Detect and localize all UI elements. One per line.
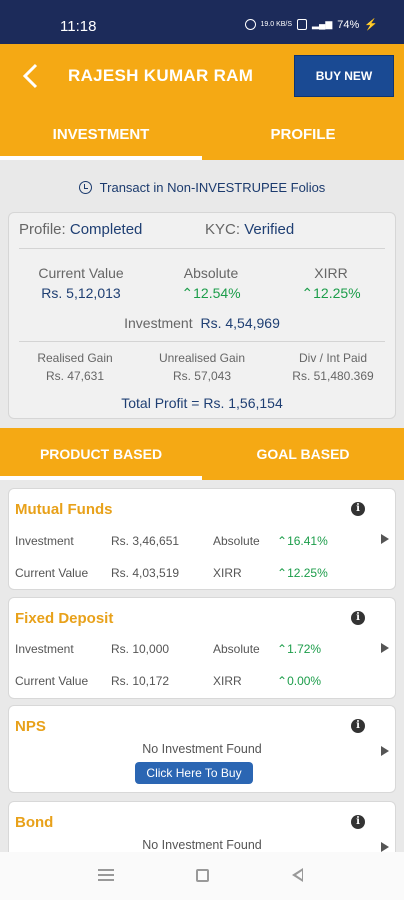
- investment-value: Rs. 3,46,651: [111, 534, 180, 548]
- buy-new-button[interactable]: BUY NEW: [294, 55, 394, 97]
- profile-label: Profile:: [19, 221, 66, 238]
- absolute-metric: Absolute ⌃12.54%: [151, 265, 271, 302]
- up-arrow-icon: ⌃: [277, 674, 288, 688]
- non-investrupee-folios-link[interactable]: Transact in Non-INVESTRUPEE Folios: [0, 180, 404, 195]
- current-value-label: Current Value: [15, 566, 89, 580]
- recent-apps-icon[interactable]: [98, 869, 114, 881]
- chevron-right-icon[interactable]: [381, 534, 389, 544]
- status-time: 11:18: [60, 18, 97, 35]
- charging-icon: ⚡: [364, 19, 378, 31]
- nps-card[interactable]: NPS i No Investment Found Click Here To …: [8, 705, 396, 793]
- realised-gain-value: Rs. 47,631: [45, 369, 105, 383]
- kyc-value: Verified: [244, 221, 295, 238]
- unrealised-gain-value: Rs. 57,043: [172, 369, 232, 383]
- absolute-value-row: ⌃12.54%: [151, 285, 271, 302]
- info-icon[interactable]: i: [351, 719, 365, 733]
- xirr-value: ⌃0.00%: [277, 674, 322, 688]
- xirr-label: XIRR: [213, 566, 242, 580]
- realised-gain: Realised Gain Rs. 47,631: [23, 349, 127, 385]
- info-icon[interactable]: i: [351, 611, 365, 625]
- system-nav-bar: [0, 852, 404, 900]
- absolute-label: Absolute: [213, 642, 260, 656]
- chevron-right-icon[interactable]: [381, 842, 389, 852]
- kyc-status: KYC: Verified: [205, 221, 294, 238]
- back-arrow-icon[interactable]: [14, 58, 46, 94]
- up-arrow-icon: ⌃: [301, 285, 314, 301]
- tab-goal-based[interactable]: GOAL BASED: [256, 446, 350, 462]
- up-arrow-icon: ⌃: [277, 642, 288, 656]
- network-speed: 19.0 KB/S: [260, 21, 293, 28]
- investment-row: Investment Rs. 4,54,969: [9, 315, 395, 331]
- div-int-paid-label: Div / Int Paid: [298, 351, 368, 365]
- current-value: Rs. 4,03,519: [111, 566, 180, 580]
- profile-status-row: Profile: Completed KYC: Verified: [19, 221, 385, 249]
- xirr-value-row: ⌃12.25%: [271, 285, 391, 302]
- card-title: Bond: [15, 814, 54, 831]
- kyc-label: KYC:: [205, 221, 241, 238]
- status-icons: 19.0 KB/S ▂▄▆ 74% ⚡: [244, 18, 378, 31]
- chevron-right-icon[interactable]: [381, 746, 389, 756]
- unrealised-gain-label: Unrealised Gain: [158, 351, 246, 365]
- status-bar: 11:18 19.0 KB/S ▂▄▆ 74% ⚡: [0, 0, 404, 44]
- absolute-value: 12.54%: [193, 285, 241, 301]
- card-title: Fixed Deposit: [15, 610, 114, 627]
- page-title: RAJESH KUMAR RAM: [68, 66, 254, 85]
- investment-value: Rs. 10,000: [111, 642, 170, 656]
- home-icon[interactable]: [196, 869, 209, 882]
- info-icon[interactable]: i: [351, 502, 365, 516]
- chevron-right-icon[interactable]: [381, 643, 389, 653]
- investment-label: Investment: [15, 642, 74, 656]
- signal-icon: ▂▄▆: [312, 19, 333, 29]
- profile-value: Completed: [69, 221, 143, 238]
- absolute-value: ⌃1.72%: [277, 642, 322, 656]
- tab-investment[interactable]: INVESTMENT: [0, 108, 202, 160]
- total-profit: Total Profit = Rs. 1,56,154: [121, 395, 283, 411]
- alarm-icon: [244, 19, 256, 30]
- main-tabs: INVESTMENT PROFILE: [0, 108, 404, 160]
- current-value-metric: Current Value Rs. 5,12,013: [21, 265, 141, 301]
- sub-tabs: PRODUCT BASED GOAL BASED: [0, 428, 404, 480]
- xirr-label: XIRR: [314, 265, 348, 281]
- current-value-label: Current Value: [38, 265, 124, 281]
- portfolio-summary-card: Profile: Completed KYC: Verified Current…: [8, 212, 396, 419]
- tab-profile[interactable]: PROFILE: [270, 125, 336, 143]
- card-title: NPS: [15, 718, 46, 735]
- mutual-funds-card[interactable]: Mutual Funds i Investment Rs. 3,46,651 A…: [8, 488, 396, 590]
- unrealised-gain: Unrealised Gain Rs. 57,043: [145, 349, 259, 385]
- current-value: Rs. 10,172: [111, 674, 170, 688]
- system-back-icon[interactable]: [292, 868, 303, 882]
- up-arrow-icon: ⌃: [181, 285, 194, 301]
- card-title: Mutual Funds: [15, 501, 113, 518]
- xirr-label: XIRR: [213, 674, 242, 688]
- current-value-label: Current Value: [15, 674, 89, 688]
- absolute-label: Absolute: [183, 265, 239, 281]
- click-here-to-buy-button[interactable]: Click Here To Buy: [135, 762, 253, 784]
- xirr-value: ⌃12.25%: [277, 566, 328, 580]
- absolute-value: ⌃16.41%: [277, 534, 328, 548]
- xirr-metric: XIRR ⌃12.25%: [271, 265, 391, 302]
- up-arrow-icon: ⌃: [277, 534, 288, 548]
- no-investment-text: No Investment Found: [142, 742, 262, 756]
- div-int-paid: Div / Int Paid Rs. 51,480.369: [277, 349, 389, 385]
- no-investment-text: No Investment Found: [142, 838, 262, 852]
- app-header: RAJESH KUMAR RAM BUY NEW: [0, 44, 404, 108]
- investment-value: Rs. 4,54,969: [200, 315, 280, 331]
- info-icon[interactable]: i: [351, 815, 365, 829]
- investment-label: Investment: [124, 315, 193, 331]
- xirr-value: 12.25%: [313, 285, 361, 301]
- absolute-label: Absolute: [213, 534, 260, 548]
- sim-icon: [297, 19, 308, 30]
- current-value: Rs. 5,12,013: [41, 285, 121, 301]
- investment-label: Investment: [15, 534, 74, 548]
- fixed-deposit-card[interactable]: Fixed Deposit i Investment Rs. 10,000 Ab…: [8, 597, 396, 699]
- divider: [19, 341, 385, 342]
- tab-product-based[interactable]: PRODUCT BASED: [0, 428, 202, 480]
- up-arrow-icon: ⌃: [277, 566, 288, 580]
- folios-link-label: Transact in Non-INVESTRUPEE Folios: [99, 180, 326, 195]
- history-icon: [78, 181, 92, 194]
- battery-level: 74%: [337, 18, 360, 31]
- realised-gain-label: Realised Gain: [37, 351, 113, 365]
- div-int-paid-value: Rs. 51,480.369: [292, 369, 374, 383]
